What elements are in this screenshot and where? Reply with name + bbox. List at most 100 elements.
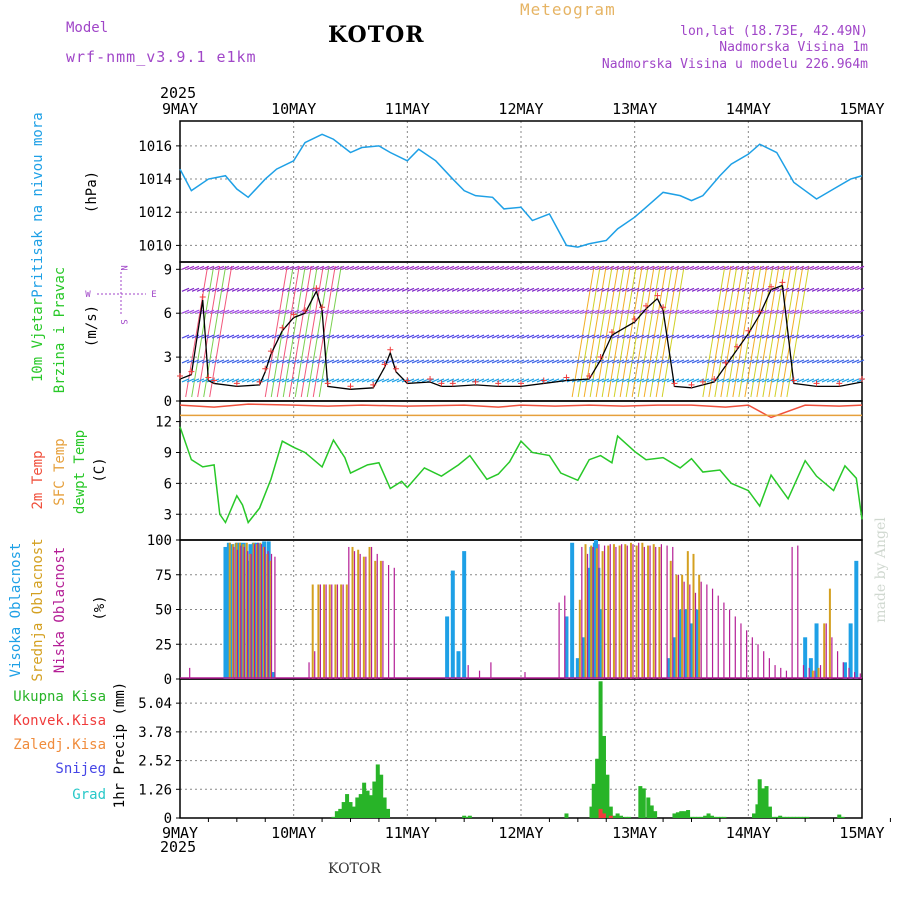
wind-barb (276, 359, 285, 364)
wind-barb (421, 359, 430, 364)
cloud-bar (374, 560, 377, 679)
wind-barb (241, 265, 250, 270)
wind-barb (746, 334, 755, 339)
cloud-bar (814, 623, 819, 679)
wind-barb (761, 265, 770, 270)
wind-barb (631, 287, 640, 292)
cloud-bar (586, 553, 589, 679)
cloud-bar (264, 546, 266, 679)
wind-barb (621, 309, 630, 314)
wind-hatch (708, 265, 732, 398)
wind-barb (386, 287, 395, 292)
wind-barb (646, 359, 655, 364)
cloud-bar (319, 584, 321, 679)
wind-barb (456, 359, 465, 364)
wind-barb (411, 309, 420, 314)
precip-bar (641, 788, 646, 818)
wind-barb (711, 309, 720, 314)
precip-bar (351, 806, 356, 818)
wind-barb (511, 378, 520, 383)
cloud-bar (462, 551, 467, 679)
precip-bar (722, 816, 727, 818)
wind-barb (306, 265, 315, 270)
cloud-ylabel-low: Niska Oblacnost (52, 547, 68, 673)
wind-barb (631, 334, 640, 339)
wind-barb (591, 378, 600, 383)
wind-barb (626, 265, 635, 270)
wind-barb (216, 334, 225, 339)
wind-barb (671, 309, 680, 314)
cloud-bar (823, 623, 826, 679)
wind-barb (846, 287, 855, 292)
wind-barb (366, 334, 375, 339)
wind-barb (676, 309, 685, 314)
wind-barb (821, 287, 830, 292)
wind-barb (211, 287, 220, 292)
dir-n: N (118, 265, 128, 270)
wind-units: (m/s) (84, 305, 100, 347)
cloud-bar (584, 544, 587, 679)
wind-gust-marker (733, 343, 740, 350)
footer-location: KOTOR (328, 861, 381, 877)
cloud-bar (578, 599, 581, 679)
cloud-bar (626, 545, 628, 679)
wind-barb (771, 287, 780, 292)
wind-barb (706, 359, 715, 364)
wind-barb (361, 265, 370, 270)
wind-hatch (780, 265, 804, 398)
wind-barb (791, 287, 800, 292)
wind-hatch (294, 265, 318, 398)
wind-barb (831, 359, 840, 364)
wind-barb (576, 309, 585, 314)
wind-barb (271, 265, 280, 270)
ytick-label: 6 (164, 476, 172, 492)
wind-barb (556, 359, 565, 364)
wind-barb (586, 359, 595, 364)
wind-barb (346, 359, 355, 364)
wind-barb (316, 265, 325, 270)
wind-barb (406, 334, 415, 339)
cloud-bar (266, 553, 269, 679)
wind-barb (466, 287, 475, 292)
wind-barb (311, 359, 320, 364)
wind-barb (271, 378, 280, 383)
wind-barb (721, 309, 730, 314)
wind-barb (856, 334, 865, 339)
wind-barb (371, 359, 380, 364)
precip-bar (601, 735, 606, 818)
wind-barb (681, 287, 690, 292)
wind-barb (351, 265, 360, 270)
wind-barb (641, 334, 650, 339)
wind-barb (701, 265, 710, 270)
wind-gust-marker (540, 377, 547, 384)
wind-barb (331, 378, 340, 383)
cloud-bar (652, 544, 655, 679)
wind-barb (536, 334, 545, 339)
wind-hatch (571, 265, 595, 398)
wind-barb (231, 359, 240, 364)
wind-barb (236, 287, 245, 292)
wind-barb (471, 265, 480, 270)
ytick-label: 5.04 (138, 696, 172, 712)
wind-barb (336, 309, 345, 314)
wind-barb (796, 378, 805, 383)
wind-barb (361, 309, 370, 314)
wind-barb (511, 265, 520, 270)
wind-barb (276, 265, 285, 270)
cloud-units: (%) (92, 595, 108, 620)
wind-barb (521, 359, 530, 364)
wind-barb (761, 334, 770, 339)
wind-barb (286, 309, 295, 314)
cloud-bar (558, 602, 560, 679)
wind-barb (801, 378, 810, 383)
cloud-bar (271, 672, 276, 679)
cloud-bar (638, 542, 640, 679)
cloud-bar (564, 616, 569, 679)
wind-barb (776, 265, 785, 270)
wind-barb (711, 265, 720, 270)
marks (177, 133, 865, 818)
wind-barb (431, 265, 440, 270)
precip-bar (345, 794, 350, 818)
wind-barb (516, 309, 525, 314)
wind-barb (476, 334, 485, 339)
